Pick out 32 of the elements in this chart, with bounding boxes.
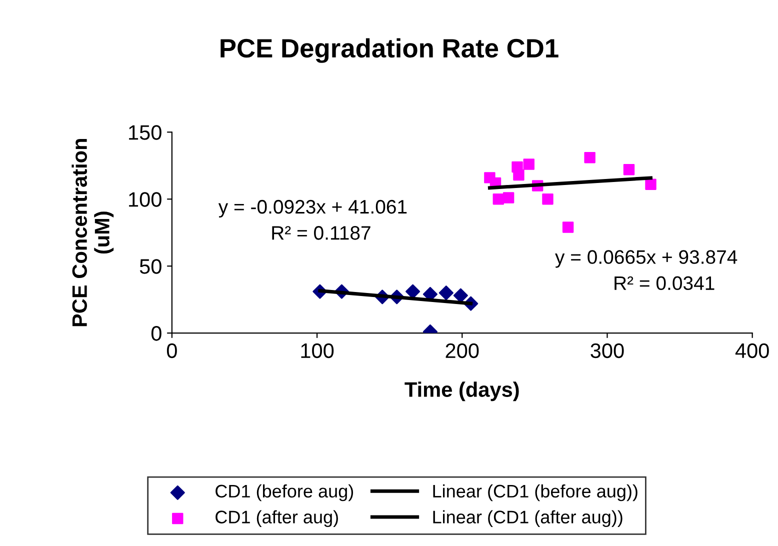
point [453,288,468,303]
point [492,194,504,205]
point [542,194,554,205]
legend-label: Linear (CD1 (before aug)) [433,484,638,502]
point [562,222,574,233]
y-tick-label: 50 [140,259,162,274]
x-tick-label: 0 [166,343,177,358]
point [513,169,524,181]
x-tick-label: 200 [446,343,479,358]
point [523,158,534,170]
point [406,284,420,299]
y-tick-label: 100 [129,192,162,207]
chart-title: PCE Degradation Rate CD1 [220,38,558,63]
y-tick-label: 150 [129,125,162,140]
point [584,152,596,164]
legend-label: CD1 (after aug) [216,510,338,528]
point [623,164,635,176]
y-tick-label: 0 [151,326,162,341]
y-axis-title: PCE Concentration (uM) [72,138,114,326]
annotation: R² = 0.1187 [272,226,370,240]
annotation: y = 0.0665x + 93.874 [555,250,738,268]
point [438,286,454,300]
x-tick-label: 400 [735,343,769,358]
legend-label: Linear (CD1 (after aug)) [433,510,622,528]
x-axis-title: Time (days) [404,382,519,402]
x-tick-label: 100 [301,343,334,358]
point [502,192,514,204]
legend-label: CD1 (before aug) [216,484,354,502]
annotation: R² = 0.0341 [614,276,714,290]
annotation: y = -0.0923x + 41.061 [218,200,407,218]
point [645,178,656,190]
x-tick-label: 300 [590,343,624,358]
